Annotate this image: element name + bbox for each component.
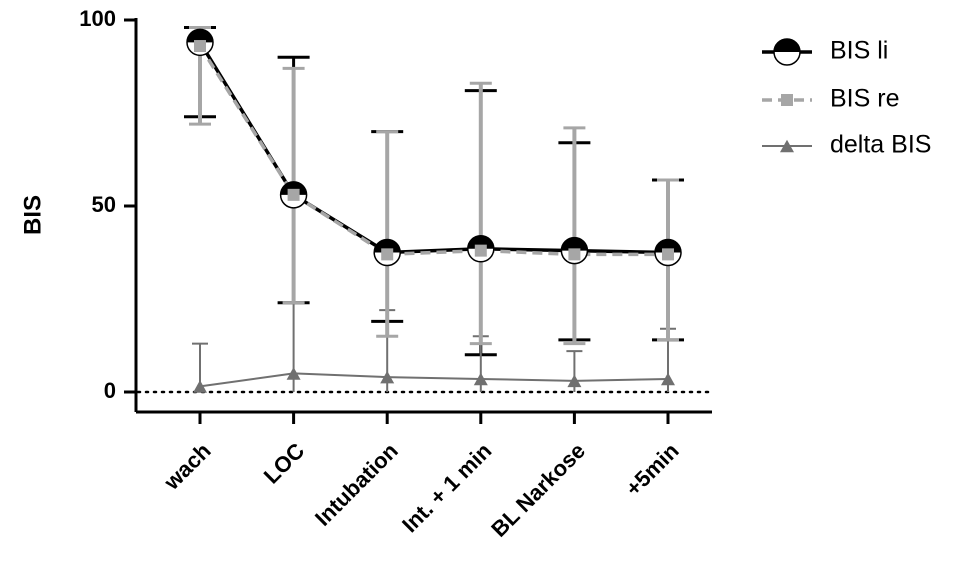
y-axis-label: BIS: [19, 195, 46, 235]
y-tick-label: 100: [79, 6, 116, 31]
bis-re-point: [381, 248, 394, 261]
legend-marker-bis-li: [773, 38, 801, 66]
marker-half-fill: [655, 239, 681, 253]
marker-half-fill: [774, 39, 800, 52]
marker-half-fill: [467, 235, 494, 249]
legend-marker-bis-re: [781, 94, 793, 106]
series-line-layer: [198, 41, 669, 388]
category-label: +5min: [621, 438, 684, 501]
bis-re-point: [474, 244, 487, 257]
legend-marker-delta-bis: [780, 139, 794, 153]
bis-re-point: [662, 248, 674, 261]
bis-re-point: [287, 188, 300, 201]
delta-bis-point: [473, 372, 488, 386]
bis-re-point: [568, 248, 581, 261]
marker-layer: [186, 28, 682, 393]
series-line: [198, 45, 668, 257]
category-label: Intubation: [310, 438, 403, 531]
legend: BIS li BIS re delta BIS: [762, 37, 931, 159]
category-label: BL Narkose: [486, 438, 590, 542]
delta-bis-point: [286, 367, 301, 380]
category-label: wach: [158, 438, 215, 495]
marker-half-fill: [187, 29, 213, 43]
category-label: Int. + 1 min: [397, 438, 496, 537]
delta-bis-point: [661, 372, 675, 386]
bis-re-point: [194, 40, 206, 53]
delta-bis-point: [567, 374, 582, 388]
y-tick-label: 0: [104, 378, 116, 403]
legend-label: BIS li: [830, 37, 888, 65]
series-line: [199, 372, 669, 388]
marker-half-fill: [280, 181, 307, 195]
marker-half-fill: [561, 237, 588, 251]
delta-bis-point: [380, 370, 395, 384]
axes-layer: [134, 18, 712, 414]
delta-bis-point: [193, 380, 207, 393]
legend-label: BIS re: [830, 85, 899, 113]
error-bar-layer: [184, 25, 684, 392]
y-tick-label: 50: [92, 192, 116, 217]
legend-label: delta BIS: [830, 131, 931, 159]
category-label: LOC: [259, 438, 310, 489]
marker-half-fill: [374, 239, 401, 253]
series-line: [198, 41, 669, 255]
